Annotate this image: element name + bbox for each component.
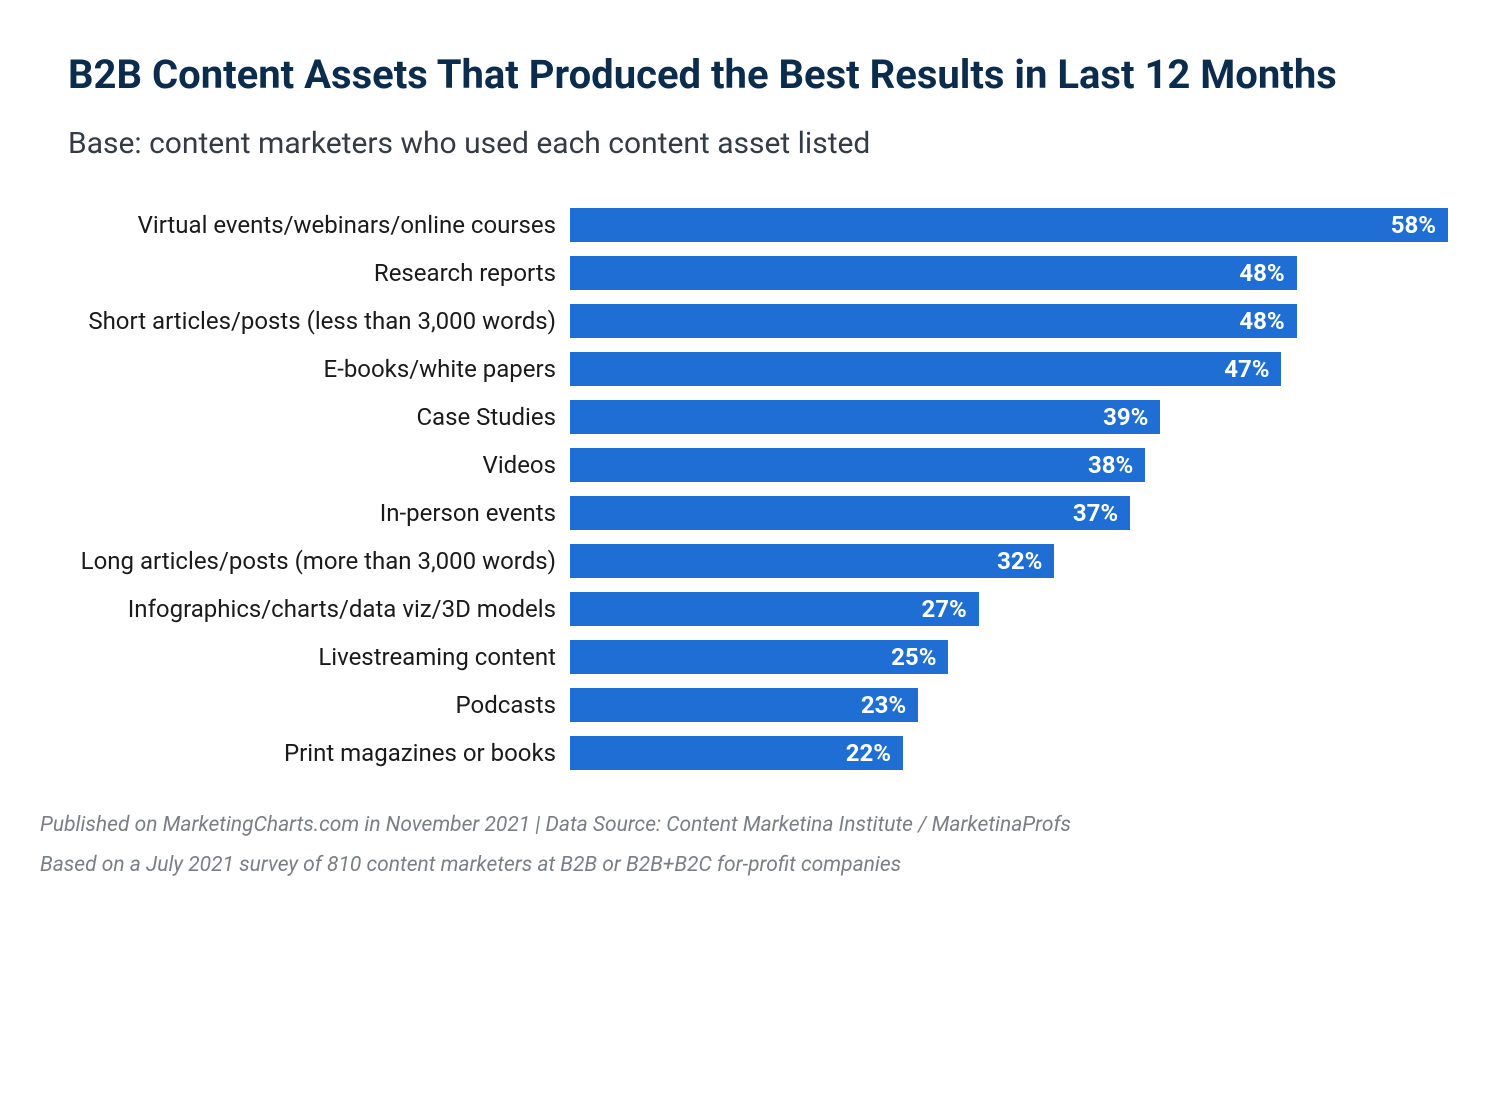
bar-row: Virtual events/webinars/online courses 58…: [40, 201, 1448, 249]
bar-row: Case Studies 39%: [40, 393, 1448, 441]
bar-row: Research reports 48%: [40, 249, 1448, 297]
bar-row: Infographics/charts/data viz/3D models 27…: [40, 585, 1448, 633]
bar-track: 47%: [570, 345, 1448, 393]
bar-value-label: 48%: [1239, 259, 1284, 287]
chart-title: B2B Content Assets That Produced the Bes…: [68, 50, 1468, 100]
bar-row: Print magazines or books 22%: [40, 729, 1448, 777]
bar-value-label: 47%: [1224, 355, 1269, 383]
bar: 22%: [570, 736, 903, 770]
bar: 37%: [570, 496, 1130, 530]
bar-row: E-books/white papers 47%: [40, 345, 1448, 393]
bar-track: 37%: [570, 489, 1448, 537]
bar-track: 39%: [570, 393, 1448, 441]
bar-track: 48%: [570, 249, 1448, 297]
category-label: Livestreaming content: [40, 643, 570, 671]
bar-track: 27%: [570, 585, 1448, 633]
category-label: Short articles/posts (less than 3,000 wo…: [40, 307, 570, 335]
chart-subtitle: Base: content marketers who used each co…: [68, 126, 1468, 161]
bar: 48%: [570, 256, 1297, 290]
bar: 39%: [570, 400, 1160, 434]
bar-track: 38%: [570, 441, 1448, 489]
bar-value-label: 32%: [997, 547, 1042, 575]
category-label: Research reports: [40, 259, 570, 287]
category-label: E-books/white papers: [40, 355, 570, 383]
bar-value-label: 37%: [1073, 499, 1118, 527]
category-label: Videos: [40, 451, 570, 479]
bar-value-label: 25%: [891, 643, 936, 671]
bar-track: 48%: [570, 297, 1448, 345]
bar: 48%: [570, 304, 1297, 338]
bar-value-label: 39%: [1103, 403, 1148, 431]
bar-row: Podcasts 23%: [40, 681, 1448, 729]
bar-value-label: 23%: [861, 691, 906, 719]
bar-row: Short articles/posts (less than 3,000 wo…: [40, 297, 1448, 345]
category-label: Long articles/posts (more than 3,000 wor…: [40, 547, 570, 575]
category-label: Infographics/charts/data viz/3D models: [40, 595, 570, 623]
bar-value-label: 22%: [846, 739, 891, 767]
bar: 58%: [570, 208, 1448, 242]
category-label: Case Studies: [40, 403, 570, 431]
bar-row: Livestreaming content 25%: [40, 633, 1448, 681]
bar-chart: Virtual events/webinars/online courses 58…: [40, 201, 1448, 777]
bar: 32%: [570, 544, 1054, 578]
category-label: Podcasts: [40, 691, 570, 719]
bar: 38%: [570, 448, 1145, 482]
footnote-1: Published on MarketingCharts.com in Nove…: [40, 813, 1468, 837]
bar-row: Long articles/posts (more than 3,000 wor…: [40, 537, 1448, 585]
footnote-2: Based on a July 2021 survey of 810 conte…: [40, 853, 1468, 877]
bar: 23%: [570, 688, 918, 722]
bar-value-label: 38%: [1088, 451, 1133, 479]
bar-row: In-person events 37%: [40, 489, 1448, 537]
bar-track: 25%: [570, 633, 1448, 681]
bar: 25%: [570, 640, 948, 674]
bar-track: 23%: [570, 681, 1448, 729]
bar-track: 58%: [570, 201, 1448, 249]
bar-track: 22%: [570, 729, 1448, 777]
bar-row: Videos 38%: [40, 441, 1448, 489]
category-label: In-person events: [40, 499, 570, 527]
bar: 47%: [570, 352, 1281, 386]
bar-value-label: 27%: [921, 595, 966, 623]
bar-value-label: 58%: [1391, 211, 1436, 239]
category-label: Virtual events/webinars/online courses: [40, 211, 570, 239]
bar: 27%: [570, 592, 979, 626]
category-label: Print magazines or books: [40, 739, 570, 767]
bar-value-label: 48%: [1239, 307, 1284, 335]
bar-track: 32%: [570, 537, 1448, 585]
